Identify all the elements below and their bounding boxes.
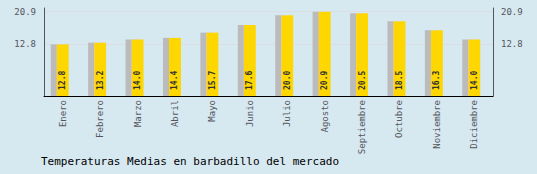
- svg-text:12.8: 12.8: [14, 39, 36, 49]
- svg-text:Julio: Julio: [282, 100, 292, 127]
- svg-text:20.9: 20.9: [501, 7, 523, 17]
- svg-text:Junio: Junio: [245, 100, 255, 127]
- svg-text:Marzo: Marzo: [133, 100, 143, 127]
- svg-text:14.0: 14.0: [470, 71, 479, 90]
- svg-text:15.7: 15.7: [208, 71, 217, 90]
- svg-text:14.0: 14.0: [133, 71, 142, 90]
- svg-text:Temperaturas Medias en barbadi: Temperaturas Medias en barbadillo del me…: [41, 155, 339, 168]
- svg-text:Abril: Abril: [170, 100, 180, 127]
- svg-text:Noviembre: Noviembre: [432, 100, 442, 149]
- svg-text:Mayo: Mayo: [207, 100, 217, 122]
- svg-text:Octubre: Octubre: [394, 100, 404, 138]
- svg-text:14.4: 14.4: [170, 71, 179, 90]
- svg-text:12.8: 12.8: [501, 39, 523, 49]
- svg-text:20.0: 20.0: [283, 71, 292, 90]
- svg-text:Diciembre: Diciembre: [469, 100, 479, 149]
- svg-text:20.9: 20.9: [14, 7, 36, 17]
- svg-text:Enero: Enero: [58, 100, 68, 127]
- svg-text:12.8: 12.8: [58, 71, 67, 90]
- svg-text:20.5: 20.5: [358, 71, 367, 90]
- svg-text:20.9: 20.9: [320, 71, 329, 90]
- svg-text:Septiembre: Septiembre: [357, 100, 367, 154]
- svg-text:Febrero: Febrero: [95, 100, 105, 138]
- svg-text:13.2: 13.2: [96, 71, 105, 90]
- svg-text:16.3: 16.3: [432, 71, 441, 90]
- svg-text:18.5: 18.5: [395, 71, 404, 90]
- svg-text:Agosto: Agosto: [320, 100, 330, 133]
- svg-text:17.6: 17.6: [245, 71, 254, 90]
